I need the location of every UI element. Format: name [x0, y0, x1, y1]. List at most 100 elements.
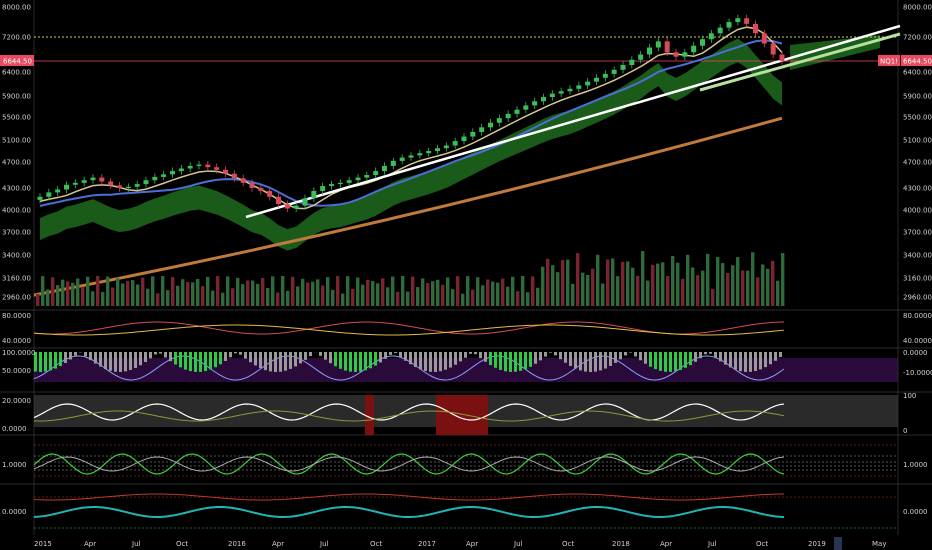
stoch-histogram-bar: [669, 352, 672, 372]
stoch-histogram-bar: [644, 352, 647, 364]
stoch-histogram-bar: [494, 352, 497, 368]
candle-body: [576, 85, 582, 89]
stoch-histogram-bar: [299, 352, 302, 364]
price-tick-right: 3160.00: [903, 275, 932, 283]
stoch-histogram-bar: [349, 352, 352, 372]
price-tick-right: 3700.00: [903, 229, 932, 237]
osc-upper: [33, 493, 785, 501]
time-tick: Oct: [176, 540, 188, 548]
volume-bar: [416, 287, 420, 306]
stoch-histogram-bar: [594, 352, 597, 372]
volume-bar: [556, 272, 560, 306]
volume-bar: [61, 279, 65, 306]
candle-body: [549, 93, 555, 98]
candle-body: [161, 174, 167, 177]
stoch-histogram-bar: [599, 352, 602, 371]
candle-body: [611, 69, 617, 74]
time-tick: Apr: [466, 540, 478, 548]
candle-body: [72, 182, 78, 185]
volume-bar: [321, 285, 325, 306]
volume-bar: [721, 263, 725, 306]
volume-bar: [56, 285, 60, 306]
stoch-histogram-bar: [344, 352, 347, 371]
volume-bar: [486, 279, 490, 306]
volume-bar: [171, 277, 175, 306]
candle-body: [638, 54, 644, 60]
volume-bar: [391, 276, 395, 306]
volume-bar: [566, 259, 570, 306]
volume-bar: [406, 291, 410, 306]
stoch-histogram-bar: [449, 352, 452, 368]
stoch-histogram-bar: [729, 352, 732, 368]
volume-bar: [291, 276, 295, 306]
volume-bar: [631, 267, 635, 306]
stoch-histogram-bar: [479, 352, 482, 359]
stoch-histogram-bar: [319, 352, 322, 356]
stoch-histogram-bar: [219, 352, 222, 365]
volume-bar: [221, 292, 225, 306]
volume-bar: [96, 276, 100, 306]
volume-bar: [521, 276, 525, 306]
volume-bar: [101, 292, 105, 306]
axes: 8000.00 8000.00 7200.00 7200.00 6400.00 6400.…: [2, 4, 932, 550]
volume-bar: [491, 281, 495, 306]
time-tick: Apr: [660, 540, 672, 548]
volume-bar: [551, 265, 555, 306]
candle-body: [46, 192, 52, 197]
time-tick: Jul: [319, 540, 329, 548]
volume-bar: [476, 277, 480, 306]
stoch-histogram-bar: [174, 352, 177, 365]
stoch-histogram-bar: [504, 352, 507, 372]
volume-bar: [186, 281, 190, 306]
time-tick: 2015: [34, 540, 52, 548]
time-tick: Oct: [756, 540, 768, 548]
volume-bar: [261, 277, 265, 306]
stoch-histogram-bar: [694, 352, 697, 362]
symbol-label: NQ1!: [880, 58, 898, 66]
stoch-histogram-bar: [309, 352, 312, 357]
stoch-histogram-bar: [539, 352, 542, 361]
volume-bar: [146, 288, 150, 306]
volume-bar: [156, 293, 160, 306]
time-tick: Oct: [370, 540, 382, 548]
stoch-histogram-bar: [534, 352, 537, 364]
candle-body: [37, 196, 43, 200]
volume-bar: [326, 277, 330, 306]
last-price-label-left: 6644.50: [3, 58, 32, 66]
adx-line: [33, 403, 785, 421]
ratio-line: [33, 453, 785, 475]
stoch-histogram-bar: [519, 352, 522, 371]
candle-body: [443, 145, 449, 149]
stoch-histogram-bar: [744, 352, 747, 372]
stoch-histogram-bar: [74, 352, 77, 356]
rsi-signal: [33, 324, 785, 336]
candle-body: [249, 182, 255, 188]
candle-body: [523, 105, 529, 110]
stoch-histogram-bar: [779, 352, 782, 358]
stoch-histogram-bar: [199, 352, 202, 372]
volume-bar: [541, 266, 545, 306]
stoch-histogram-bar: [749, 352, 752, 372]
volume-bar: [606, 259, 610, 306]
price-tick-left: 3160.00: [2, 275, 31, 283]
volume-bar: [371, 281, 375, 306]
candle-body: [267, 190, 273, 197]
time-tick: Jul: [131, 540, 141, 548]
stoch-histogram-bar: [304, 352, 307, 360]
candle-body: [134, 184, 140, 187]
candle-body: [64, 184, 69, 190]
price-badges: 6644.50 NQ1! 6644.50: [0, 55, 932, 66]
stoch-histogram-bar: [464, 352, 467, 358]
stoch-histogram-bar: [244, 352, 247, 359]
stoch-histogram-bar: [89, 352, 92, 361]
stoch-histogram-bar: [389, 352, 392, 355]
stoch-histogram-bar: [204, 352, 207, 372]
volume-bar: [776, 280, 780, 306]
stoch-histogram-bar: [84, 352, 87, 357]
stoch-histogram-bar: [499, 352, 502, 370]
stoch-histogram-bar: [354, 352, 357, 372]
stoch-histogram-bar: [674, 352, 677, 372]
volume-bars: [36, 251, 785, 306]
stoch-histogram-bar: [459, 352, 462, 362]
price-tick-left: 5900.00: [2, 93, 31, 101]
